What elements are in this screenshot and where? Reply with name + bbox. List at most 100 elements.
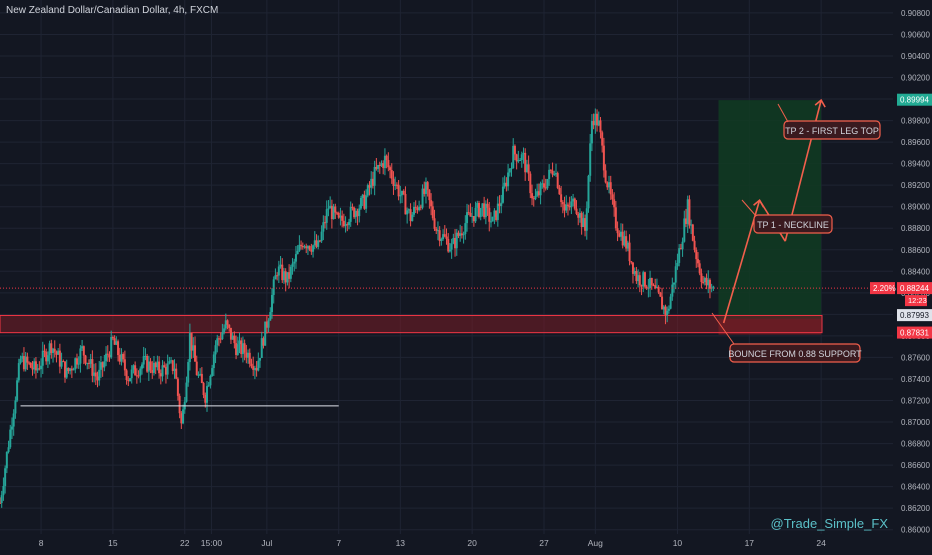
candle-body [262,338,265,346]
candle-body [187,362,190,383]
candle-body [236,344,239,355]
candle-body [640,285,643,287]
candle-body [159,373,162,377]
candle-body [339,215,342,218]
candle-body [211,368,214,376]
candle-body [152,362,155,373]
candle-body [664,306,667,316]
candle-body [349,206,352,222]
tp2-callout: TP 2 - FIRST LEG TOP [783,120,881,140]
candle-body [79,348,82,364]
candle-body [149,361,152,371]
candle-body [457,232,460,236]
candle-body [654,285,657,289]
candle-body [614,207,617,229]
candle-body [655,286,658,289]
candle-body [399,195,402,197]
y-tick-label: 0.89400 [901,160,930,169]
candle-body [520,154,523,160]
candle-body [204,395,207,403]
candle-body [161,365,164,377]
candle-body [277,266,280,276]
candle-body [363,194,366,209]
candle-body [156,361,159,368]
candle-body [223,328,226,333]
candle-body [566,204,569,206]
candle-body [137,375,140,377]
candle-body [681,241,684,250]
candle-body [98,369,101,381]
candle-body [394,184,397,186]
candle-body [611,194,614,200]
candle-body [50,343,53,354]
candle-body [286,272,289,283]
candle-body [53,348,56,352]
candle-body [609,182,612,195]
x-tick-label: 7 [336,538,341,548]
candle-body [531,193,534,199]
candle-body [168,361,171,364]
candle-body [105,353,108,362]
candle-body [229,327,232,340]
candle-body [673,282,676,285]
countdown-label: 12:23 [908,296,927,305]
candle-body [318,240,321,242]
candle-body [633,270,636,274]
candle-body [260,338,263,359]
candle-body [55,351,58,355]
candle-body [144,355,147,357]
x-tick-label: 24 [816,538,826,548]
candle-body [515,154,518,162]
candle-body [48,343,51,356]
candle-body [693,240,696,250]
candle-body [392,178,395,186]
candle-body [489,221,492,223]
candle-body [75,358,78,365]
candle-body [558,187,561,195]
x-tick-label: 15 [108,538,118,548]
candle-body [570,201,573,208]
candle-body [712,286,715,288]
candle-body [500,202,503,207]
tp2-callout-label: TP 2 - FIRST LEG TOP [785,126,879,136]
candle-body [178,395,181,414]
y-tick-label: 0.89200 [901,181,930,190]
tp1-callout-box [753,214,833,234]
candle-body [192,345,195,351]
candle-body [404,193,407,215]
candle-body [327,208,330,210]
candle-body [546,179,549,189]
candle-body [649,277,652,289]
candle-body [185,382,188,402]
candle-body [529,173,532,194]
candle-body [454,237,457,249]
candle-body [176,378,179,396]
candle-body [623,236,626,246]
y-tick-label: 0.86400 [901,483,930,492]
candle-body [481,203,484,208]
candle-body [602,145,605,171]
candle-body [466,212,469,224]
tp1-connector [741,199,757,217]
candle-body [308,246,311,250]
y-tick-label: 0.86200 [901,504,930,513]
candle-body [16,380,19,401]
candle-body [513,145,516,155]
candle-body [5,451,8,469]
candle-body [332,206,335,220]
candle-body [679,248,682,250]
candle-body [228,324,231,328]
bounce-connector [711,312,735,345]
candle-body [645,286,648,289]
candle-body [691,224,694,241]
candle-body [543,183,546,188]
callouts: TP 2 - FIRST LEG TOP TP 1 - NECKLINE BOUNC… [711,103,881,363]
candle-body [440,239,443,242]
candle-body [544,187,547,189]
candle-body [10,426,13,430]
candle-body [81,346,84,349]
countdown-bg [905,295,927,307]
candle-body [383,155,386,169]
